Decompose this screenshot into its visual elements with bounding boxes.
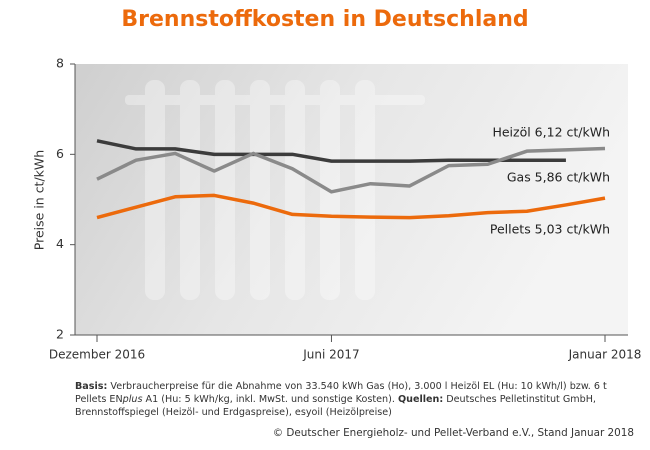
series-label: Heizöl 6,12 ct/kWh — [492, 125, 610, 140]
chart-title: Brennstoffkosten in Deutschland — [121, 7, 528, 32]
y-tick-label: 4 — [56, 236, 64, 251]
footnote-part: Deutsches Pelletinstitut GmbH, Brennstof… — [75, 394, 596, 418]
y-tick-label: 8 — [56, 56, 64, 71]
radiator-decoration — [125, 80, 425, 300]
x-tick-label: Dezember 2016 — [49, 348, 145, 362]
footnote: Basis: Verbraucherpreise für die Abnahme… — [75, 380, 640, 419]
credit: © Deutscher Energieholz- und Pellet-Verb… — [272, 427, 634, 439]
y-axis-label: Preise in ct/kWh — [32, 150, 47, 250]
series-line — [96, 193, 606, 220]
footnote-part: Basis: — [75, 381, 108, 392]
x-tick-label: Januar 2018 — [568, 348, 642, 362]
series-label: Pellets 5,03 ct/kWh — [490, 222, 610, 237]
footnote-part: plus — [122, 394, 143, 405]
footnote-part: Verbraucherpreise für die Abnahme von 33… — [75, 381, 607, 405]
chart: Brennstoffkosten in Deutschland Preise i… — [32, 7, 642, 362]
y-tick-label: 6 — [56, 146, 64, 161]
footnote-part: Quellen: — [397, 394, 444, 405]
series-line — [96, 146, 606, 194]
series-line — [96, 139, 566, 163]
y-tick-label: 2 — [56, 327, 64, 342]
footnote-part: A1 (Hu: 5 kWh/kg, inkl. MwSt. und sonsti… — [142, 394, 398, 405]
x-tick-label: Juni 2017 — [302, 348, 359, 362]
series-label: Gas 5,86 ct/kWh — [507, 170, 610, 185]
